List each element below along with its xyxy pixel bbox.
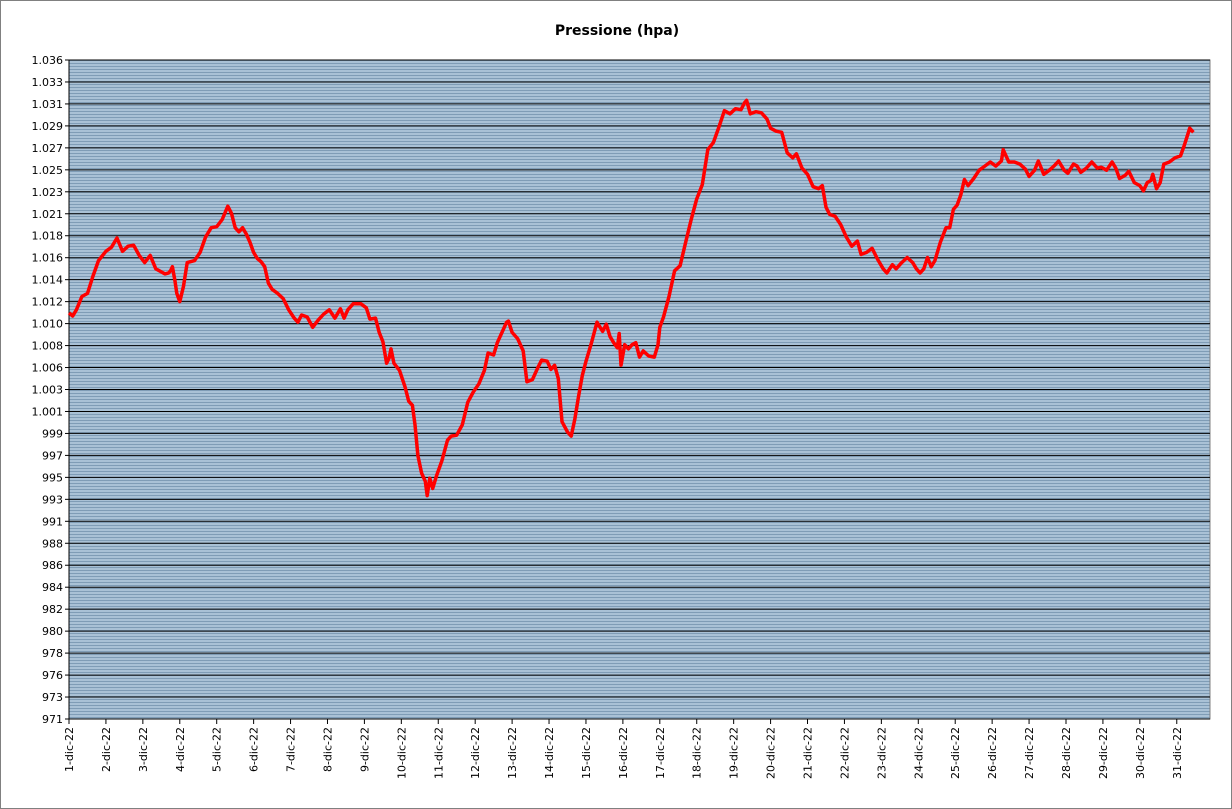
y-tick-label: 971 — [42, 713, 63, 726]
y-tick-label: 1.031 — [32, 98, 64, 111]
x-tick-label: 21-dic-22 — [802, 727, 815, 779]
x-tick-label: 2-dic-22 — [100, 727, 113, 772]
y-tick-label: 1.008 — [32, 340, 64, 353]
y-tick-label: 1.016 — [32, 252, 64, 265]
y-tick-label: 991 — [42, 515, 63, 528]
x-tick-label: 24-dic-22 — [912, 727, 925, 779]
data-line — [67, 98, 1195, 498]
x-tick-label: 22-dic-22 — [838, 727, 851, 779]
x-tick-label: 20-dic-22 — [765, 727, 778, 779]
y-tick-label: 993 — [42, 493, 63, 506]
y-tick-label: 1.027 — [32, 142, 64, 155]
y-tick-label: 1.006 — [32, 362, 64, 375]
x-tick-label: 7-dic-22 — [285, 727, 298, 772]
x-tick-label: 15-dic-22 — [580, 727, 593, 779]
y-tick-label: 1.001 — [32, 405, 64, 418]
x-tick-label: 17-dic-22 — [654, 727, 667, 779]
x-tick-label: 19-dic-22 — [728, 727, 741, 779]
x-tick-label: 29-dic-22 — [1097, 727, 1110, 779]
y-tick-label: 984 — [42, 581, 63, 594]
x-tick-label: 23-dic-22 — [875, 727, 888, 779]
y-tick-label: 1.036 — [32, 54, 64, 67]
x-tick-label: 5-dic-22 — [211, 727, 224, 772]
y-tick-label: 1.021 — [32, 208, 64, 221]
y-tick-label: 1.003 — [32, 384, 64, 397]
x-tick-label: 25-dic-22 — [949, 727, 962, 779]
x-tick-label: 6-dic-22 — [248, 727, 261, 772]
x-tick-label: 9-dic-22 — [358, 727, 371, 772]
x-tick-label: 11-dic-22 — [432, 727, 445, 779]
y-tick-label: 988 — [42, 537, 63, 550]
y-tick-label: 1.023 — [32, 186, 64, 199]
x-tick-label: 4-dic-22 — [174, 727, 187, 772]
y-tick-label: 1.012 — [32, 296, 64, 309]
chart-title: Pressione (hpa) — [555, 23, 679, 39]
y-tick-label: 976 — [42, 669, 63, 682]
y-tick-label: 1.025 — [32, 164, 64, 177]
y-tick-label: 1.014 — [32, 274, 64, 287]
y-tick-label: 999 — [42, 427, 63, 440]
x-tick-label: 3-dic-22 — [137, 727, 150, 772]
x-tick-label: 31-dic-22 — [1171, 727, 1184, 779]
x-tick-label: 13-dic-22 — [506, 727, 519, 779]
y-tick-label: 1.010 — [32, 318, 64, 331]
x-tick-label: 8-dic-22 — [321, 727, 334, 772]
x-tick-label: 14-dic-22 — [543, 727, 556, 779]
x-tick-label: 10-dic-22 — [395, 727, 408, 779]
x-tick-label: 26-dic-22 — [986, 727, 999, 779]
x-tick-label: 16-dic-22 — [617, 727, 630, 779]
x-tick-label: 1-dic-22 — [63, 727, 76, 772]
y-tick-label: 1.018 — [32, 230, 64, 243]
y-tick-label: 986 — [42, 559, 63, 572]
x-tick-label: 12-dic-22 — [469, 727, 482, 779]
y-tick-label: 1.029 — [32, 120, 64, 133]
x-tick-label: 28-dic-22 — [1060, 727, 1073, 779]
y-tick-label: 973 — [42, 691, 63, 704]
y-tick-label: 997 — [42, 449, 63, 462]
y-tick-label: 995 — [42, 471, 63, 484]
x-tick-label: 30-dic-22 — [1134, 727, 1147, 779]
y-tick-label: 978 — [42, 647, 63, 660]
x-tick-label: 18-dic-22 — [691, 727, 704, 779]
y-tick-label: 982 — [42, 603, 63, 616]
y-tick-label: 1.033 — [32, 76, 64, 89]
y-tick-label: 980 — [42, 625, 63, 638]
x-tick-label: 27-dic-22 — [1023, 727, 1036, 779]
